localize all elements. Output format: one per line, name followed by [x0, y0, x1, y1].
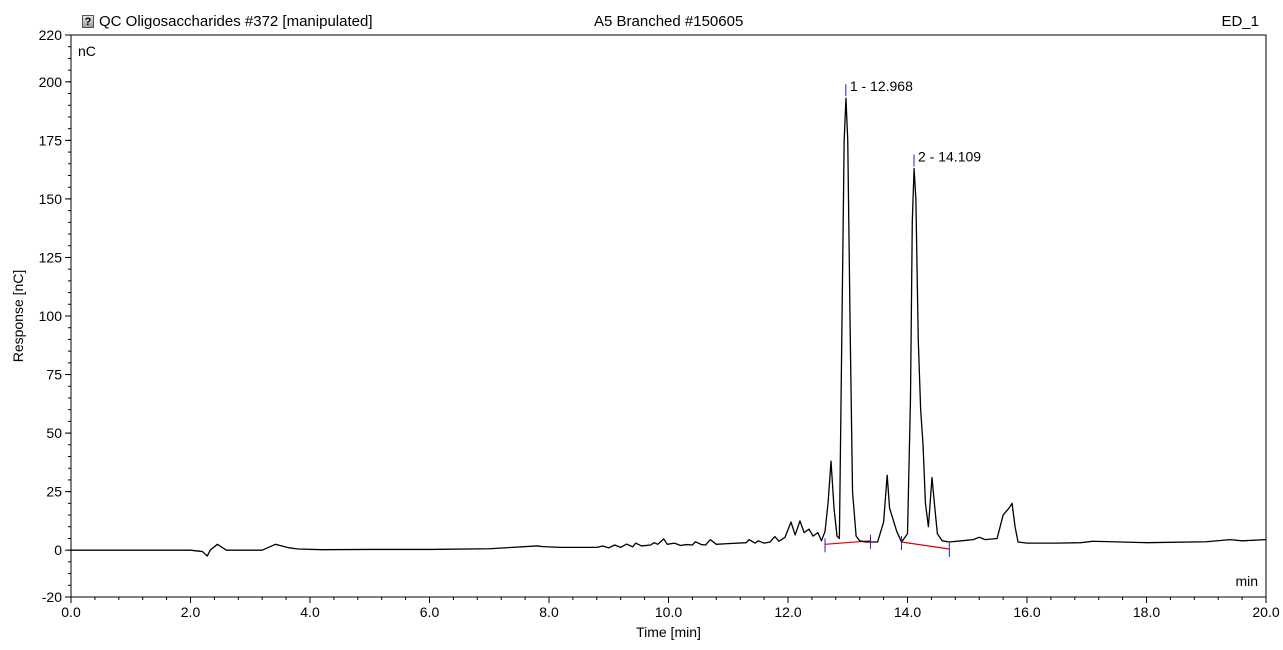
x-tick-label: 10.0 [655, 604, 682, 620]
plot-frame [70, 34, 1267, 598]
header-channel-name: ED_1 [1221, 13, 1259, 30]
x-tick-label: 6.0 [420, 604, 440, 620]
x-unit-label: min [1235, 573, 1258, 589]
y-tick-label: 100 [39, 308, 63, 324]
y-tick-label: 175 [39, 132, 63, 148]
x-tick-label: 8.0 [539, 604, 559, 620]
y-tick-label: 25 [46, 484, 62, 500]
x-axis-label: Time [min] [636, 624, 701, 640]
header-sample-name: QC Oligosaccharides #372 [manipulated] [99, 13, 373, 30]
x-tick-label: 16.0 [1013, 604, 1040, 620]
x-tick-label: 20.0 [1252, 604, 1279, 620]
peak-label: 2 - 14.109 [918, 148, 981, 164]
x-tick-label: 14.0 [894, 604, 921, 620]
y-axis-label: Response [nC] [10, 270, 26, 363]
peak-label: 1 - 12.968 [850, 78, 913, 94]
x-tick-label: 4.0 [300, 604, 320, 620]
signal-trace [71, 97, 1267, 557]
x-tick-label: 12.0 [774, 604, 801, 620]
y-unit-label: nC [78, 43, 96, 59]
question-document-icon: ? [82, 15, 94, 28]
y-tick-label: 200 [39, 74, 63, 90]
y-tick-label: 125 [39, 249, 63, 265]
y-tick-label: 150 [39, 191, 63, 207]
x-tick-label: 2.0 [181, 604, 201, 620]
y-tick-label: 50 [46, 425, 62, 441]
header-program-name: A5 Branched #150605 [594, 13, 744, 30]
y-tick-label: 220 [39, 27, 63, 43]
y-tick-label: -20 [42, 589, 62, 605]
y-tick-label: 75 [46, 367, 62, 383]
x-tick-label: 18.0 [1133, 604, 1160, 620]
integration-baseline [901, 541, 950, 550]
chart-header-left: ? QC Oligosaccharides #372 [manipulated] [82, 13, 373, 30]
chart-plot-area: 1 - 12.968 2 - 14.109 [71, 78, 1267, 557]
x-tick-label: 0.0 [61, 604, 81, 620]
chart-axes: 0.0 2.0 4.0 6.0 8.0 10.0 12.0 14.0 16.0 18.0 20.0 -… [10, 27, 1280, 640]
y-tick-label: 0 [54, 542, 62, 558]
